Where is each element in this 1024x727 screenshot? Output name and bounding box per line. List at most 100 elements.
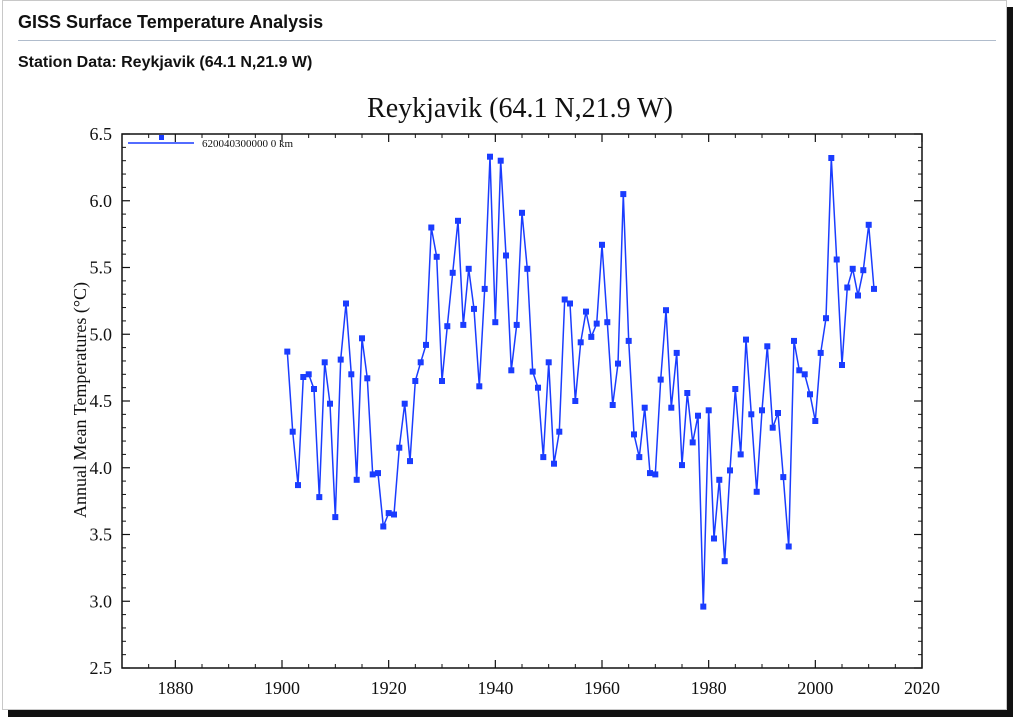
data-point: [577, 339, 584, 346]
data-point: [481, 285, 488, 292]
data-point: [311, 386, 317, 392]
series-line: [286, 156, 875, 607]
legend-label: 620040300000 0 km: [202, 138, 294, 150]
data-point: [620, 191, 627, 198]
data-point: [615, 360, 621, 367]
data-point: [796, 367, 803, 374]
data-point: [305, 371, 312, 378]
x-tick-label: 1880: [157, 678, 193, 698]
data-point: [444, 323, 451, 330]
y-tick-label: 5.0: [90, 324, 113, 344]
x-tick-label: 1980: [691, 678, 727, 698]
data-point: [833, 256, 840, 263]
data-point: [743, 336, 749, 343]
data-point: [631, 431, 637, 438]
data-point: [807, 391, 813, 398]
data-point: [519, 209, 525, 216]
y-tick-label: 4.5: [90, 391, 113, 411]
data-point: [668, 404, 675, 411]
data-point: [828, 155, 835, 161]
data-point: [375, 470, 381, 477]
data-point: [572, 398, 579, 404]
data-point: [284, 348, 291, 355]
data-point: [343, 300, 349, 307]
station-heading: Station Data: Reykjavik (64.1 N,21.9 W): [18, 54, 313, 71]
legend-marker: [159, 135, 164, 140]
data-point: [785, 543, 792, 550]
data-point: [844, 284, 851, 291]
header-divider: [18, 40, 996, 41]
data-point: [337, 356, 344, 363]
data-point: [423, 341, 429, 348]
y-tick-label: 3.0: [90, 591, 113, 611]
data-point: [865, 221, 872, 228]
data-point: [663, 307, 669, 314]
data-point: [791, 337, 797, 344]
data-point: [449, 269, 456, 276]
chart-title: Reykjavik (64.1 N,21.9 W): [367, 93, 673, 124]
data-point: [705, 407, 712, 414]
data-point: [412, 378, 419, 384]
data-point: [849, 265, 856, 272]
data-point: [860, 267, 867, 274]
data-point: [428, 224, 435, 231]
data-point: [348, 371, 355, 378]
data-point: [769, 424, 776, 431]
data-point: [641, 404, 648, 411]
y-tick-label: 6.5: [90, 124, 113, 144]
data-point: [471, 305, 477, 312]
data-point: [524, 265, 531, 272]
data-point: [508, 367, 515, 374]
data-point: [327, 400, 333, 407]
data-point: [780, 474, 787, 481]
data-point: [588, 333, 595, 340]
data-point: [855, 292, 861, 299]
data-point: [673, 349, 680, 356]
data-point: [689, 439, 696, 446]
data-point: [513, 321, 520, 328]
data-point: [721, 558, 728, 565]
y-tick-label: 4.0: [90, 458, 113, 478]
series-layer: [284, 153, 877, 610]
data-point: [316, 494, 323, 501]
x-tick-label: 1900: [264, 678, 300, 698]
data-point: [748, 411, 755, 418]
data-point: [396, 444, 403, 451]
data-point: [684, 390, 691, 396]
data-point: [439, 378, 445, 384]
data-point: [497, 157, 504, 164]
y-tick-label: 2.5: [90, 658, 113, 678]
y-tick-label: 6.0: [90, 191, 113, 211]
data-point: [636, 454, 643, 461]
x-tick-label: 2020: [904, 678, 940, 698]
data-point: [567, 300, 573, 307]
data-point: [492, 319, 499, 326]
data-point: [455, 217, 461, 224]
figure-frame: [2, 0, 1007, 710]
data-point: [764, 343, 771, 350]
data-point: [679, 462, 685, 469]
data-point: [801, 371, 808, 378]
data-point: [476, 383, 483, 390]
data-point: [380, 523, 387, 530]
data-point: [625, 337, 632, 344]
data-point: [753, 488, 760, 495]
data-point: [647, 470, 653, 477]
page-title: GISS Surface Temperature Analysis: [18, 12, 324, 32]
data-point: [503, 252, 509, 259]
data-point: [812, 418, 819, 424]
axes: 1880 1900 1920 1940 1960 1980 2000 2020 2.5 3.0 3.…: [90, 124, 941, 698]
data-point: [391, 511, 397, 518]
legend: 620040300000 0 km: [128, 135, 294, 150]
x-tick-label: 1960: [584, 678, 620, 698]
data-point: [385, 510, 392, 517]
x-tick-label: 1940: [477, 678, 513, 698]
x-tick-label: 2000: [797, 678, 833, 698]
data-point: [737, 451, 744, 458]
data-point: [695, 412, 701, 419]
data-point: [407, 458, 413, 465]
data-point: [652, 471, 659, 478]
data-point: [545, 359, 552, 366]
data-point: [583, 308, 589, 315]
data-point: [711, 535, 717, 542]
